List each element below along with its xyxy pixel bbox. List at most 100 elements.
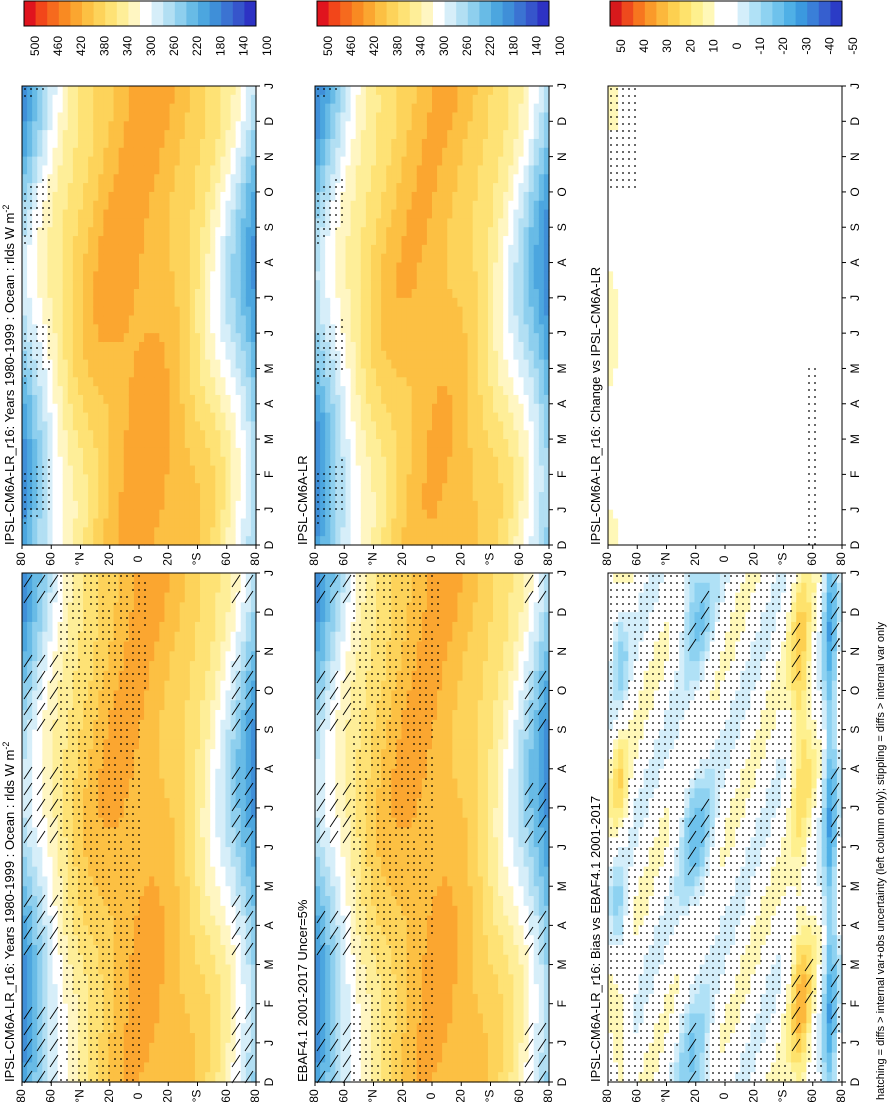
heatmap-cell (386, 621, 392, 633)
heatmap-cell (320, 749, 326, 760)
heatmap-cell (103, 925, 110, 936)
stipple-dot (120, 722, 122, 724)
heatmap-cell (235, 866, 242, 878)
heatmap-cell (159, 651, 166, 662)
heatmap-cell (240, 876, 247, 887)
heatmap-cell (194, 690, 201, 701)
heatmap-cell (128, 886, 135, 897)
heatmap-cell (447, 984, 453, 995)
heatmap-cell (462, 935, 469, 946)
heatmap-cell (245, 827, 252, 838)
heatmap-cell (159, 768, 166, 780)
heatmap-cell (442, 602, 448, 613)
heatmap-cell (250, 905, 257, 917)
heatmap-cell (154, 651, 160, 662)
heatmap-cell (128, 710, 135, 721)
heatmap-cell (315, 984, 321, 995)
heatmap-cell (205, 710, 211, 721)
heatmap-cell (52, 915, 59, 926)
heatmap-cell (432, 964, 438, 975)
stipple-dot (66, 890, 68, 892)
heatmap-cell (442, 1023, 448, 1034)
heatmap-cell (447, 798, 453, 809)
heatmap-cell (432, 896, 438, 907)
heatmap-cell (139, 915, 145, 926)
heatmap-cell (335, 905, 342, 917)
stipple-dot (96, 918, 98, 920)
heatmap-cell (189, 856, 196, 868)
heatmap-cell (174, 896, 181, 907)
stipple-dot (78, 603, 80, 605)
heatmap-cell (330, 1072, 336, 1083)
stipple-dot (120, 771, 122, 773)
heatmap-cell (62, 700, 69, 711)
heatmap-cell (52, 944, 59, 956)
heatmap-cell (47, 729, 54, 741)
stipple-dot (90, 736, 92, 738)
heatmap-cell (128, 573, 135, 584)
stipple-dot (60, 715, 62, 717)
heatmap-cell (416, 641, 423, 652)
heatmap-cell (401, 1033, 408, 1044)
heatmap-cell (215, 984, 221, 995)
heatmap-cell (149, 592, 155, 603)
heatmap-cell (452, 954, 459, 966)
heatmap-cell (360, 661, 367, 672)
heatmap-cell (98, 837, 104, 848)
heatmap-cell (77, 710, 84, 721)
heatmap-cell (57, 592, 64, 603)
heatmap-cell (62, 592, 69, 603)
lat-label: 60 (43, 1089, 57, 1102)
heatmap-cell (179, 768, 186, 780)
heatmap-cell (164, 1072, 171, 1083)
stipple-dot (84, 1016, 86, 1018)
heatmap-cell (174, 651, 181, 662)
heatmap-cell (144, 602, 150, 613)
heatmap-cell (411, 856, 418, 868)
heatmap-cell (37, 612, 43, 623)
heatmap-cell (335, 847, 342, 858)
heatmap-cell (22, 690, 28, 701)
heatmap-cell (335, 641, 342, 652)
heatmap-cell (401, 1042, 408, 1054)
heatmap-cell (200, 1062, 206, 1073)
stipple-dot (84, 834, 86, 836)
heatmap-cell (184, 1062, 191, 1073)
heatmap-cell (411, 1013, 418, 1024)
heatmap-cell (108, 827, 115, 838)
heatmap-cell (159, 964, 166, 975)
heatmap-cell (37, 719, 43, 731)
heatmap-cell (128, 1033, 135, 1044)
heatmap-cell (320, 631, 326, 643)
heatmap-cell (32, 700, 38, 711)
heatmap-cell (335, 1003, 342, 1015)
heatmap-cell (149, 739, 155, 750)
heatmap-cell (452, 856, 459, 868)
heatmap-cell (113, 837, 120, 848)
heatmap-cell (220, 641, 227, 652)
heatmap-cell (437, 758, 443, 770)
heatmap-cell (47, 1062, 54, 1073)
heatmap-cell (83, 837, 89, 848)
heatmap-cell (462, 719, 469, 731)
stipple-dot (132, 645, 134, 647)
heatmap-cell (62, 1003, 69, 1015)
heatmap-cell (93, 847, 99, 858)
heatmap-cell (139, 739, 145, 750)
stipple-dot (66, 967, 68, 969)
heatmap-cell (47, 710, 54, 721)
heatmap-cell (77, 896, 84, 907)
heatmap-cell (57, 866, 64, 878)
stipple-dot (108, 1023, 110, 1025)
heatmap-cell (118, 915, 125, 926)
heatmap-cell (462, 582, 469, 594)
stipple-dot (60, 624, 62, 626)
heatmap-cell (27, 915, 33, 926)
heatmap-cell (113, 1033, 120, 1044)
heatmap-cell (350, 984, 357, 995)
heatmap-cell (154, 886, 160, 897)
heatmap-cell (72, 778, 79, 789)
heatmap-cell (133, 700, 140, 711)
heatmap-cell (406, 807, 413, 819)
heatmap-cell (340, 925, 347, 936)
